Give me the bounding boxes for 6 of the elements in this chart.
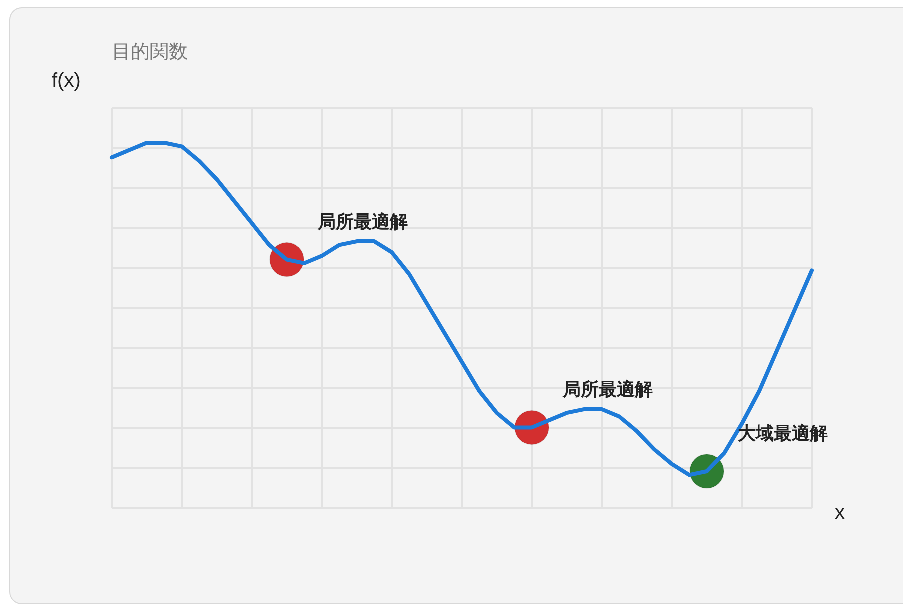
annotation: 局所最適解 xyxy=(562,380,653,401)
chart-title: 目的関数 xyxy=(112,41,188,63)
annotation: 大域最適解 xyxy=(737,424,828,444)
annotation: 局所最適解 xyxy=(317,212,408,233)
y-axis-title: f(x) xyxy=(52,70,81,92)
x-axis-title: x xyxy=(835,502,845,524)
